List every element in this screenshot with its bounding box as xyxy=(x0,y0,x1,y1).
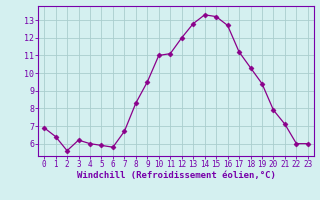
X-axis label: Windchill (Refroidissement éolien,°C): Windchill (Refroidissement éolien,°C) xyxy=(76,171,276,180)
